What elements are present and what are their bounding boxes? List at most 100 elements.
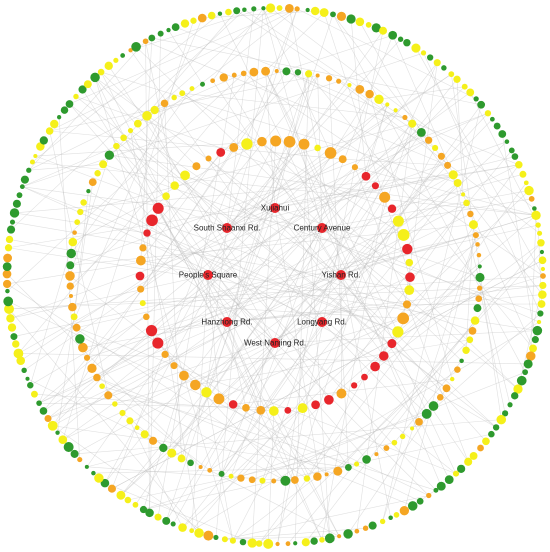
station-node [207, 11, 216, 20]
edge [69, 103, 228, 229]
station-node [6, 314, 15, 323]
station-node [87, 363, 97, 373]
edge [294, 73, 309, 544]
edge [252, 371, 526, 481]
station-node [351, 164, 359, 171]
edge [226, 321, 323, 540]
edge [130, 130, 342, 276]
edge [391, 173, 524, 210]
edge [91, 92, 471, 369]
edge [43, 75, 318, 412]
station-node [344, 463, 352, 471]
station-node [482, 437, 490, 446]
station-node [241, 138, 253, 150]
edge [340, 215, 537, 276]
station-node [137, 285, 145, 293]
edge [306, 376, 365, 479]
station-node [107, 484, 116, 493]
station-node [468, 327, 477, 335]
edge [93, 467, 349, 474]
edge [270, 7, 535, 209]
station-node [190, 379, 201, 391]
edge [261, 141, 519, 390]
edge [69, 103, 276, 344]
edge [226, 158, 343, 229]
edge [164, 354, 318, 477]
station-node [464, 457, 473, 466]
station-node [77, 208, 84, 216]
edge [145, 41, 448, 166]
edge [28, 103, 165, 171]
station-node [467, 210, 474, 218]
hub-label: Hanzhong Rd. [201, 318, 252, 327]
station-node [192, 162, 201, 171]
station-node [397, 312, 410, 325]
station-node [135, 271, 145, 281]
edge [143, 375, 185, 510]
station-node [337, 534, 342, 539]
station-node [207, 467, 213, 473]
station-node [362, 455, 371, 464]
station-node [228, 400, 238, 409]
edge [49, 8, 298, 132]
edge [195, 182, 458, 386]
station-node [68, 293, 73, 299]
hub-node [336, 270, 346, 280]
edge [423, 52, 541, 314]
station-node [532, 206, 537, 211]
edge [62, 321, 228, 440]
station-node [508, 147, 515, 154]
edge [47, 213, 471, 419]
station-node [152, 202, 164, 214]
station-node [177, 454, 186, 463]
station-node [113, 57, 119, 63]
hub-label: Longyang Rd. [297, 318, 347, 327]
edge [140, 37, 153, 261]
edges [6, 7, 544, 545]
station-node [88, 178, 97, 187]
station-node [50, 119, 59, 129]
edge [146, 34, 393, 117]
station-node [36, 400, 42, 406]
edge [212, 8, 264, 81]
hub-label: South Shaanxi Rd. [194, 224, 261, 233]
edge [28, 163, 104, 171]
station-node [31, 390, 38, 398]
station-node [133, 119, 142, 128]
edge [102, 164, 367, 460]
station-node [310, 537, 318, 545]
station-node [152, 337, 164, 349]
station-node [496, 414, 507, 425]
station-node [324, 472, 329, 477]
station-node [524, 185, 534, 196]
station-node [83, 354, 91, 361]
edge [321, 321, 420, 423]
station-node [198, 464, 203, 470]
station-node [157, 30, 164, 37]
edge [265, 71, 276, 209]
edge [52, 147, 234, 426]
station-node [284, 406, 292, 414]
edge [69, 8, 290, 105]
station-node [19, 184, 25, 190]
edge [303, 144, 331, 539]
edge [35, 155, 228, 229]
station-node [128, 48, 133, 53]
station-node [120, 134, 127, 142]
station-node [441, 65, 447, 71]
station-node [104, 391, 113, 400]
station-node [489, 116, 495, 122]
station-node [420, 50, 427, 56]
edge [230, 190, 530, 477]
station-node [472, 232, 479, 239]
edge [245, 407, 429, 496]
edge [101, 71, 458, 184]
station-node [75, 334, 85, 344]
station-node [476, 285, 483, 291]
edge [83, 202, 398, 333]
edge [182, 92, 405, 118]
edge [469, 92, 539, 226]
edge [224, 527, 366, 540]
station-node [454, 366, 461, 373]
station-node [6, 225, 16, 234]
